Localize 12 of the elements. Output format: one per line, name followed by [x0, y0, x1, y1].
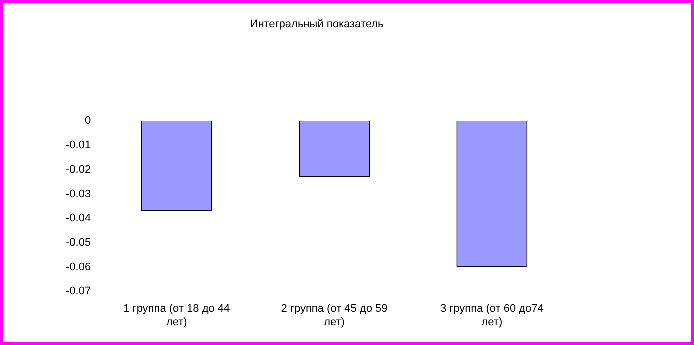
x-tick-label: 1 группа (от 18 до 44 лет) [124, 303, 230, 328]
y-tick-label: -0.02 [66, 164, 92, 176]
x-tick-label: 2 группа (от 45 до 59 лет) [281, 303, 388, 328]
y-tick-label: -0.03 [66, 188, 92, 200]
chart-title: Интегральный показатель [250, 18, 384, 31]
y-tick-label: -0.01 [66, 140, 92, 152]
y-tick-label: -0.05 [66, 236, 92, 249]
y-tick-label: -0.07 [66, 286, 92, 298]
y-tick-label: -0.04 [66, 212, 92, 225]
y-tick-label: -0.06 [66, 261, 92, 274]
y-tick-label: 0 [84, 115, 92, 128]
x-tick-label: 3 группа (от 60 до74 лет) [440, 303, 544, 328]
